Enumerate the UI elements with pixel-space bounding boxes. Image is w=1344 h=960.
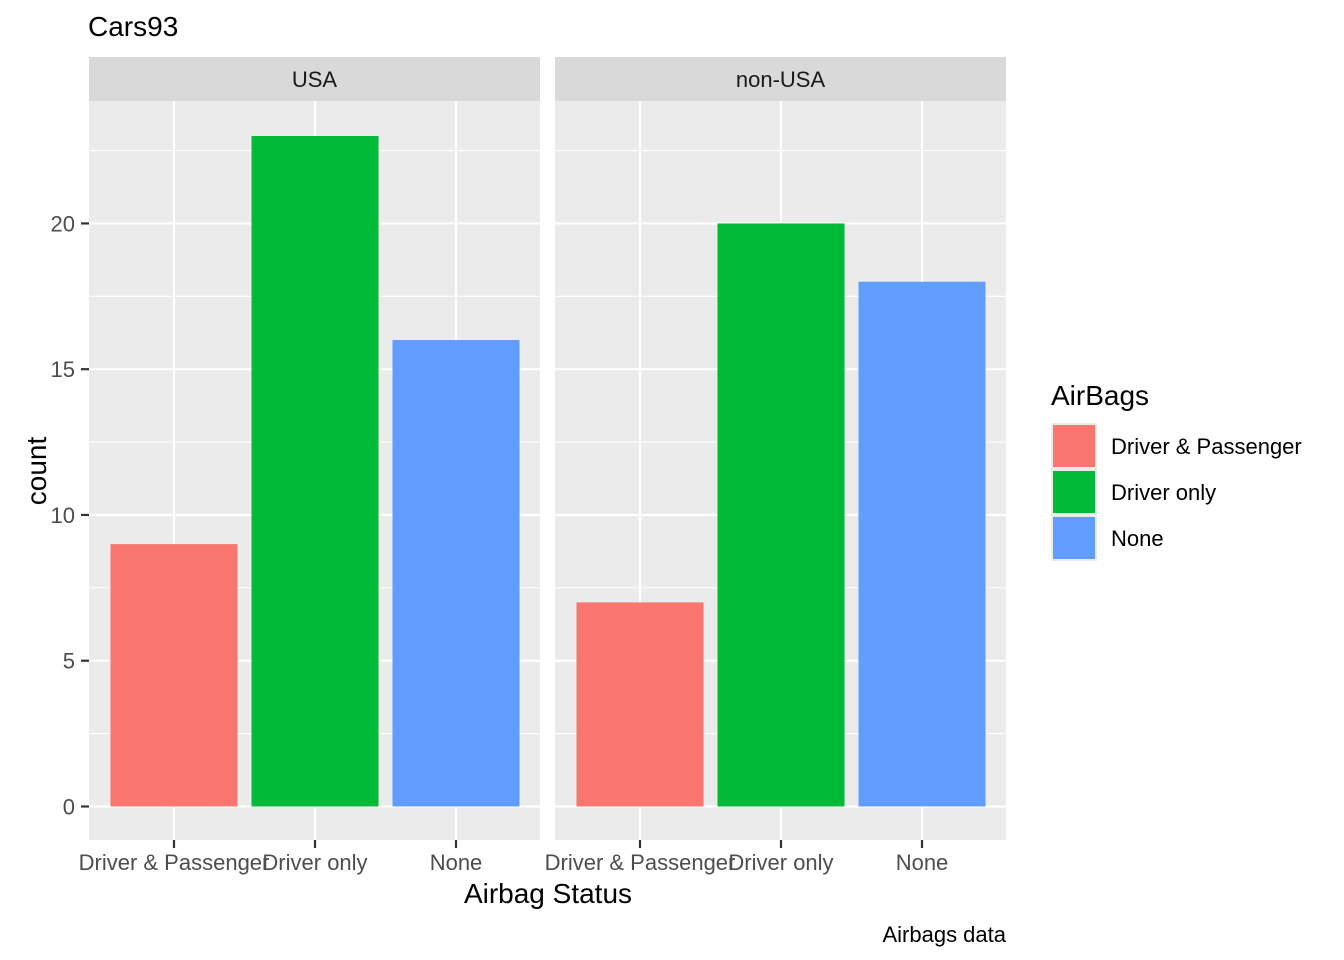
bar [858, 281, 986, 807]
bar [576, 602, 704, 807]
y-tick-label: 20 [51, 211, 75, 236]
facet-strip-label: USA [292, 67, 338, 92]
y-axis-title: count [21, 437, 52, 506]
y-tick-label: 10 [51, 503, 75, 528]
legend-swatch [1053, 517, 1095, 559]
x-tick-label: Driver only [262, 850, 367, 875]
facet-strip-label: non-USA [736, 67, 826, 92]
legend-swatch [1053, 471, 1095, 513]
legend-item: Driver & Passenger [1051, 423, 1302, 469]
x-tick-label: None [430, 850, 483, 875]
legend-label: Driver only [1111, 480, 1216, 505]
x-tick-label: Driver & Passenger [545, 850, 736, 875]
bar [251, 135, 379, 807]
facet-strip [555, 57, 1006, 101]
legend-title: AirBags [1051, 380, 1149, 411]
facet-strip [89, 57, 540, 101]
y-tick-label: 0 [63, 794, 75, 819]
x-tick-label: Driver & Passenger [79, 850, 270, 875]
x-axis-title: Airbag Status [464, 878, 632, 909]
legend: AirBags Driver & Passenger Driver only Non… [1051, 380, 1302, 561]
x-tick-label: Driver only [728, 850, 833, 875]
legend-item: Driver only [1051, 469, 1216, 515]
bar [717, 223, 845, 807]
caption: Airbags data [882, 922, 1006, 947]
legend-item: None [1051, 515, 1164, 561]
y-axis: 0 5 10 15 20 [51, 211, 89, 819]
y-tick-label: 15 [51, 357, 75, 382]
x-tick-label: None [896, 850, 949, 875]
legend-label: Driver & Passenger [1111, 434, 1302, 459]
legend-label: None [1111, 526, 1164, 551]
y-tick-label: 5 [63, 649, 75, 674]
bar [392, 340, 520, 807]
legend-swatch [1053, 425, 1095, 467]
chart-title: Cars93 [88, 11, 178, 42]
bar [110, 544, 238, 807]
